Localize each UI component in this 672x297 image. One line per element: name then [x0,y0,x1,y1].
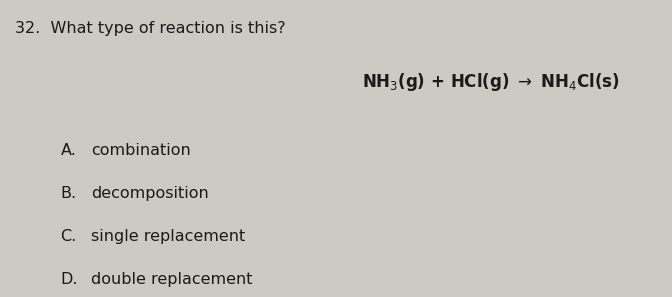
Text: D.: D. [60,272,78,287]
Text: NH$_3$(g) + HCl(g) $\rightarrow$ NH$_4$Cl(s): NH$_3$(g) + HCl(g) $\rightarrow$ NH$_4$C… [362,71,620,93]
Text: 32.  What type of reaction is this?: 32. What type of reaction is this? [15,21,286,36]
Text: A.: A. [60,143,77,158]
Text: B.: B. [60,186,77,201]
Text: decomposition: decomposition [91,186,208,201]
Text: combination: combination [91,143,190,158]
Text: C.: C. [60,229,77,244]
Text: double replacement: double replacement [91,272,252,287]
Text: single replacement: single replacement [91,229,245,244]
